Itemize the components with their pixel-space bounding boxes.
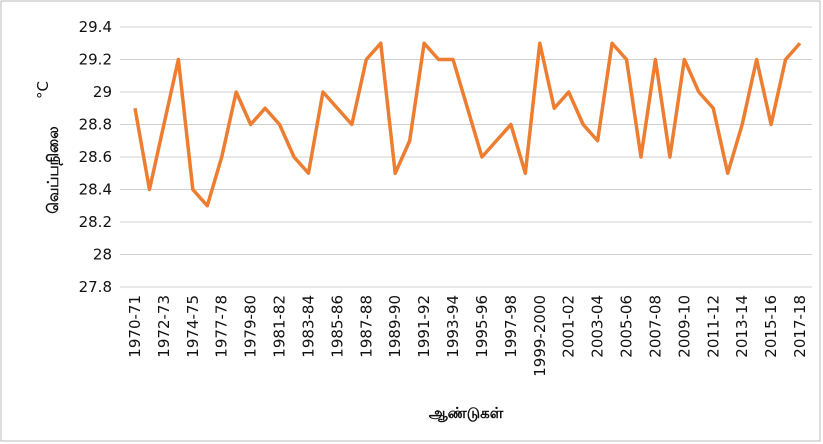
x-tick-label: 1993-94: [444, 295, 462, 358]
x-tick-label: 2001-02: [560, 295, 578, 358]
y-tick-label: 28.2: [79, 213, 112, 231]
x-tick-label: 1970-71: [126, 295, 144, 358]
x-tick-label: 2017-18: [791, 295, 809, 358]
x-tick-label: 1989-90: [386, 295, 404, 358]
y-tick-label: 29: [93, 83, 112, 101]
x-tick-label: 1999-2000: [531, 295, 549, 377]
line-series: [133, 41, 802, 208]
y-tick-label: 28.8: [79, 116, 112, 134]
x-tick-label: 1979-80: [242, 295, 260, 358]
x-tick-label: 2005-06: [618, 295, 636, 358]
x-tick-label: 2007-08: [646, 295, 664, 358]
x-tick-label: 1997-98: [502, 295, 520, 358]
x-tick-label: 1995-96: [473, 295, 491, 358]
x-tick-label: 2011-12: [704, 295, 722, 358]
x-tick-label: 1972-73: [155, 295, 173, 358]
x-tick-label: 1977-78: [213, 295, 231, 358]
x-tick-label: 1983-84: [299, 295, 317, 358]
y-tick-label: 27.8: [79, 278, 112, 296]
y-tick-label: 28.4: [79, 181, 112, 199]
x-tick-label: 2003-04: [589, 295, 607, 358]
y-tick-label: 29.4: [79, 18, 112, 36]
x-axis-label: ஆண்டுகள்: [429, 404, 504, 422]
y-axis-label: வெப்பநிலை: [44, 126, 63, 213]
x-tick-label: 1987-88: [357, 295, 375, 358]
x-tick-label: 2009-10: [675, 295, 693, 358]
y-tick-label: 29.2: [79, 51, 112, 69]
x-tick-label: 1974-75: [184, 295, 202, 358]
x-tick-label: 1991-92: [415, 295, 433, 358]
y-axis-unit: °C: [34, 81, 52, 99]
y-tick-label: 28: [93, 246, 112, 264]
x-tick-label: 1981-82: [271, 295, 289, 358]
x-tick-label: 2013-14: [733, 295, 751, 358]
x-tick-label: 1985-86: [328, 295, 346, 358]
x-tick-label: 2015-16: [762, 295, 780, 358]
y-tick-label: 28.6: [79, 148, 112, 166]
